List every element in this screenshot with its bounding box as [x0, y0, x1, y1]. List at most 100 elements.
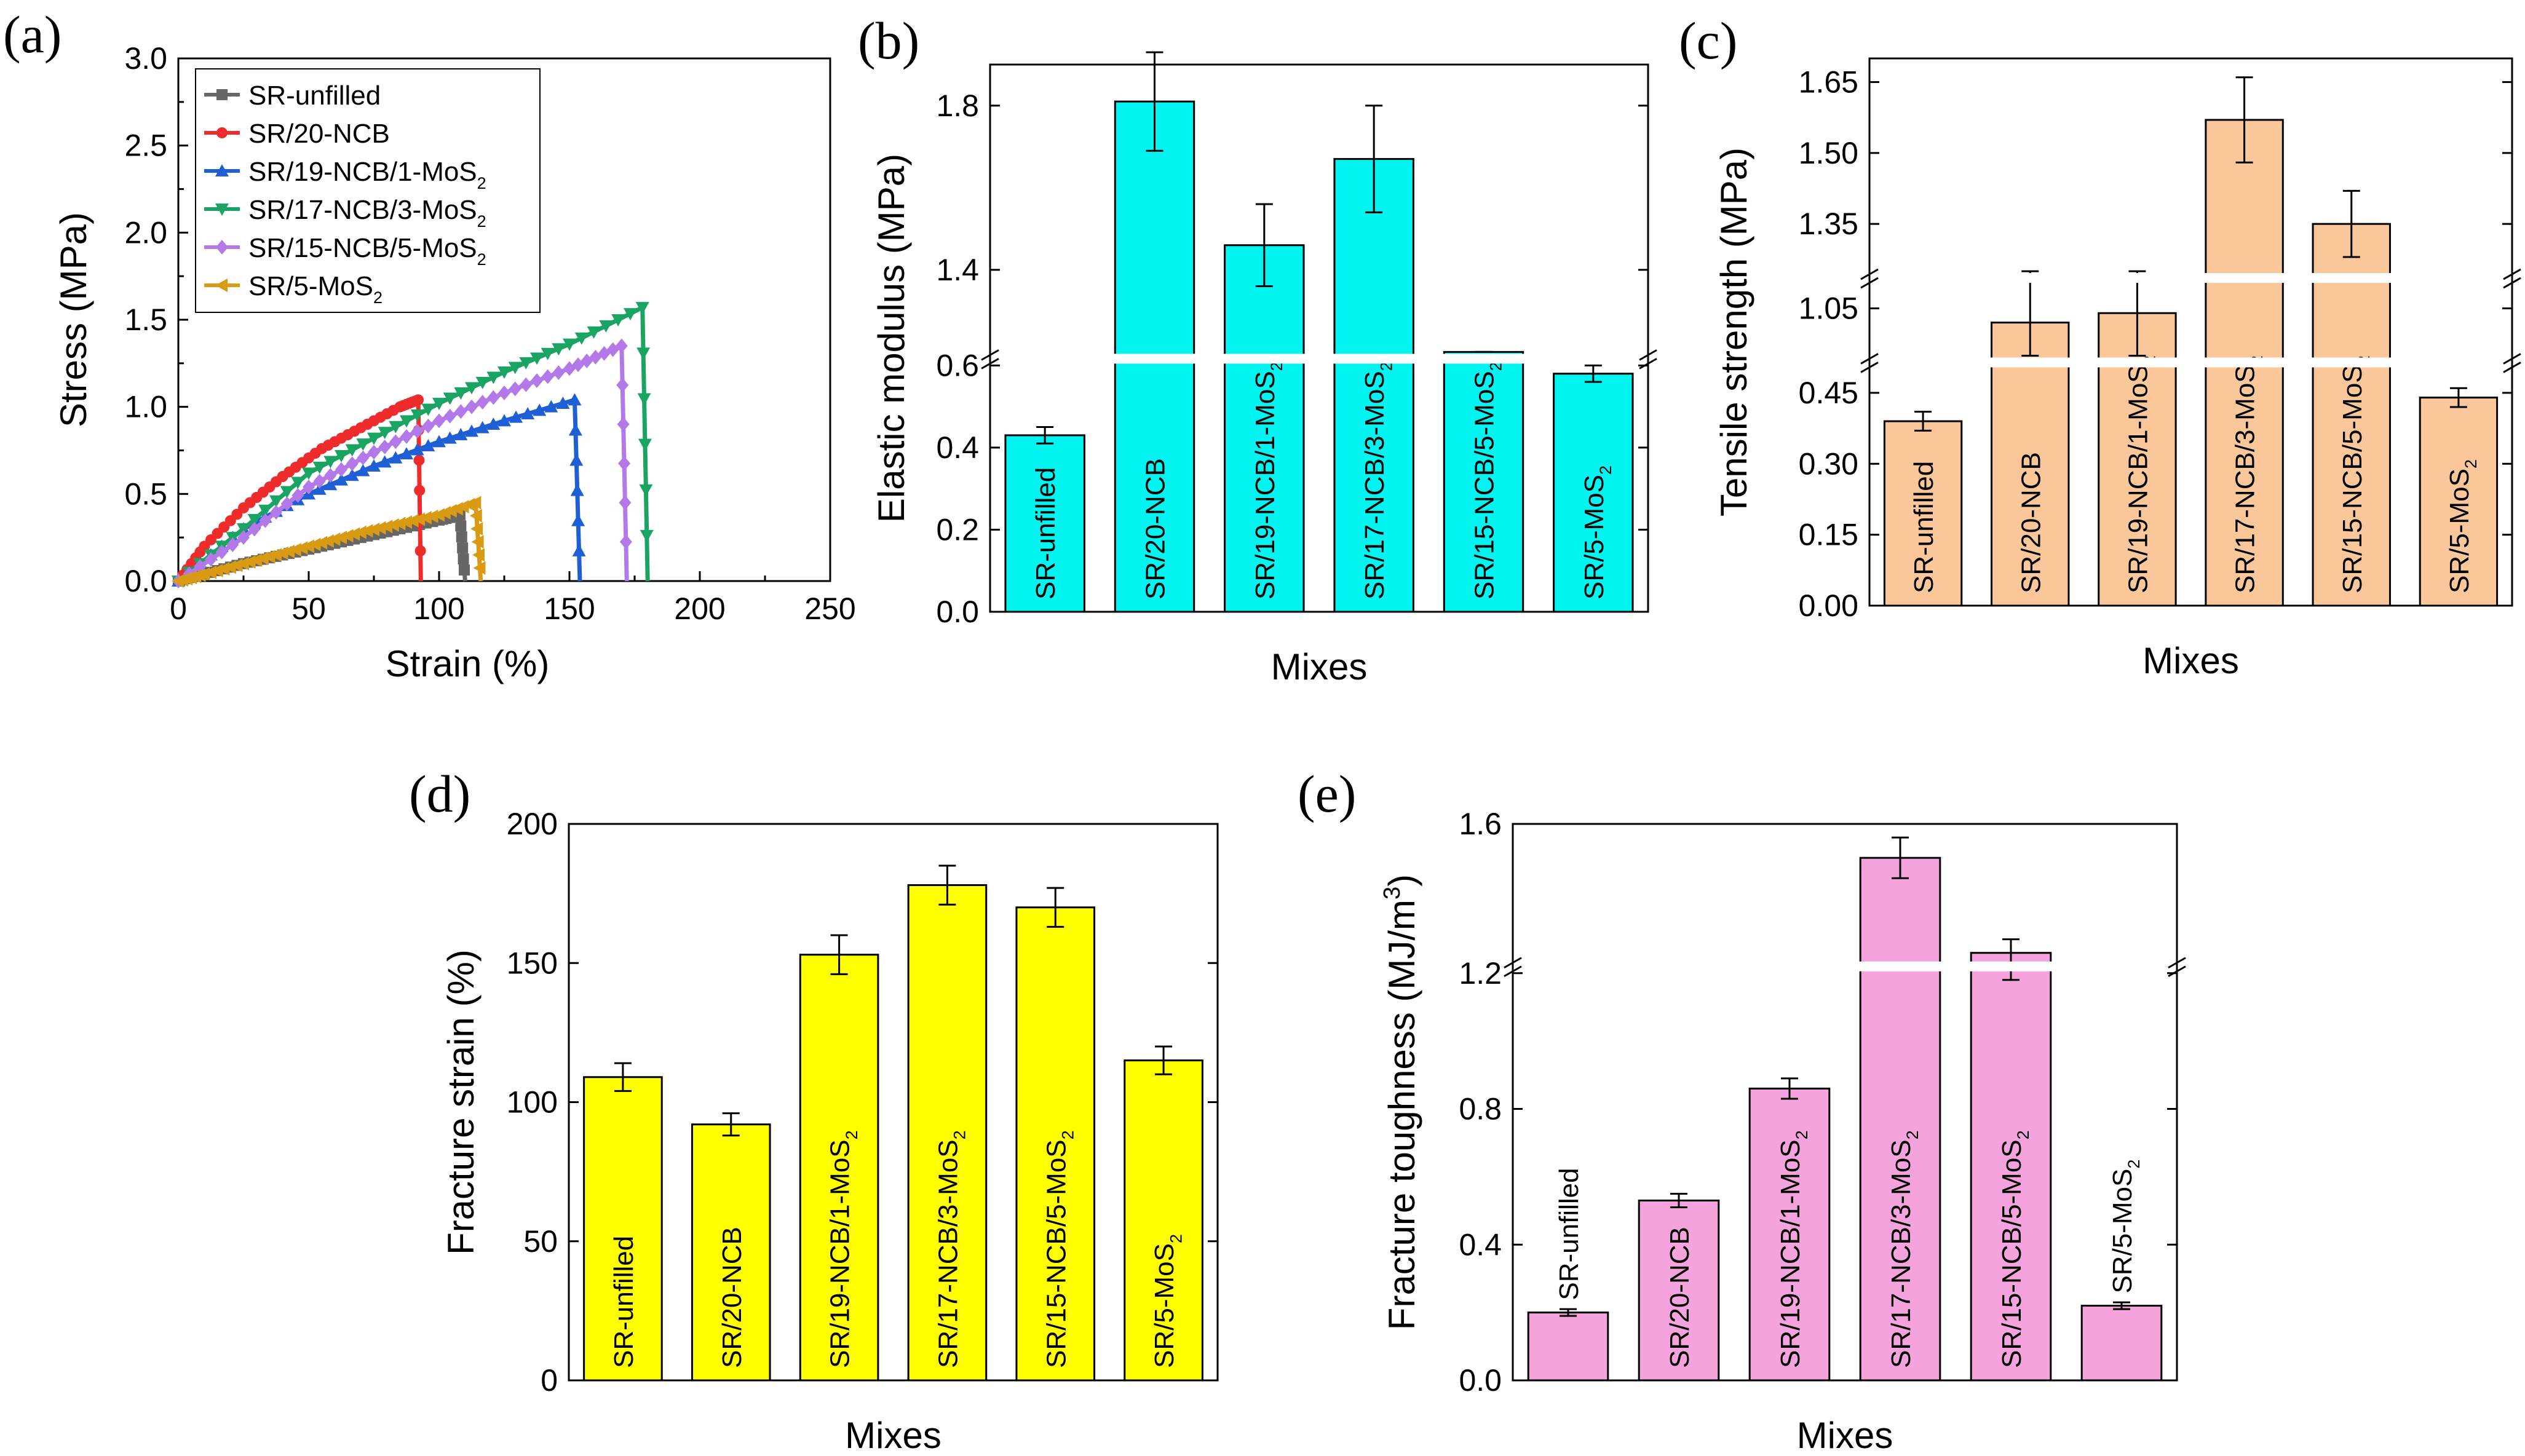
- panel-a-data-point: [476, 395, 489, 410]
- panel-e-ytick-label: 1.2: [1459, 956, 1502, 991]
- panel-e-category-label-text: SR/15-NCB/5-MoS: [1997, 1139, 2027, 1368]
- panel-e-bar: [2080, 1305, 2163, 1382]
- panel-d-ytick-label: 100: [507, 1085, 558, 1120]
- panel-e-bar: [1748, 1087, 1831, 1382]
- panel-e-ytick-label: 1.6: [1459, 807, 1502, 841]
- panel-c-ylabel: Tensile strength (MPa): [1713, 148, 1754, 516]
- panel-d-category-label: SR/5-MoS2: [1149, 1234, 1185, 1368]
- panel-a-data-point: [443, 392, 457, 405]
- panel-e-bar: [1527, 1312, 1609, 1382]
- panel-c-category-label: SR/19-NCB/1-MoS2: [2123, 355, 2158, 593]
- panel-c-category-label: SR/5-MoS2: [2444, 459, 2480, 593]
- panel-a-data-point: [291, 477, 305, 489]
- panel-a-data-point: [345, 469, 359, 481]
- panel-a-data-point: [611, 314, 625, 326]
- panel-d-category-label: SR/15-NCB/5-MoS2: [1041, 1130, 1077, 1368]
- panel-a-legend-entry-text: SR/20-NCB: [248, 119, 390, 149]
- panel-a-data-point: [256, 552, 269, 566]
- panel-e-ytick-label: 0.8: [1459, 1092, 1502, 1126]
- panel-a-data-point: [454, 404, 467, 419]
- panel-a-data-point: [569, 453, 584, 466]
- panel-a-data-point: [619, 534, 632, 550]
- panel-a-data-point: [457, 542, 469, 554]
- panel-a-data-point: [617, 417, 630, 432]
- panel-b-category-label: SR/19-NCB/1-MoS2: [1250, 362, 1286, 599]
- panel-b-axis-break: [992, 354, 1646, 364]
- panel-a-data-point: [237, 556, 249, 571]
- panel-a-data-point: [615, 338, 628, 354]
- panel-a-data-point: [509, 410, 523, 423]
- panel-a-xtick-label: 0: [170, 592, 187, 626]
- panel-a-legend: [195, 68, 541, 313]
- panel-b-category-label-text: SR/19-NCB/1-MoS: [1250, 371, 1280, 599]
- panel-a-data-point: [315, 536, 328, 550]
- panel-d-ylabel: Fracture strain (%): [440, 949, 482, 1255]
- panel-a-data-point: [380, 520, 393, 534]
- panel-a-ytick-label: 1.0: [124, 390, 167, 424]
- panel-d-category-label-text: SR/20-NCB: [717, 1227, 747, 1368]
- panel-c-category-label-text: SR-unfilled: [1909, 461, 1939, 593]
- panel-a-data-point: [258, 504, 272, 517]
- panel-a-data-point: [458, 564, 470, 576]
- panel-e-ytick-label: 0.0: [1459, 1363, 1502, 1398]
- panel-a-xtick-label: 200: [674, 592, 725, 626]
- panel-b-ylabel: Elastic modulus (MPa): [871, 154, 912, 523]
- panel-a-data-point: [400, 447, 413, 460]
- panel-e-category-label-text: SR/17-NCB/3-MoS: [1886, 1139, 1916, 1368]
- panel-a-data-point: [335, 531, 347, 545]
- panel-b-category-label-text: SR/20-NCB: [1141, 458, 1171, 599]
- panel-e-ytick-label: 0.4: [1459, 1227, 1502, 1262]
- panel-a-data-point: [389, 451, 403, 464]
- panel-e-break-mark: [1504, 965, 1522, 978]
- panel-c-category-label-text: SR/5-MoS: [2444, 469, 2475, 593]
- panel-a-data-point: [570, 483, 584, 496]
- panel-a-data-point: [456, 531, 467, 543]
- panel-a-data-point: [552, 365, 565, 380]
- panel-a-xtick-label: 250: [804, 592, 855, 626]
- panel-a-data-point: [639, 484, 653, 497]
- panel-d-category-label: SR/19-NCB/1-MoS2: [825, 1130, 861, 1368]
- panel-d: (d) 0 50 100 150 200 SR-unfilled SR/20-NCB SR/19…: [409, 764, 1219, 1456]
- panel-a-data-point: [636, 347, 651, 360]
- panel-d-bar: [691, 1123, 771, 1382]
- panel-a-data-point: [321, 534, 334, 548]
- panel-a-data-point: [475, 421, 490, 433]
- panel-d-category-label-text: SR/15-NCB/5-MoS: [1041, 1139, 1071, 1368]
- panel-b-break-mark: [981, 358, 999, 370]
- panel-a-data-point: [414, 545, 426, 556]
- panel-d-axes: [568, 823, 1219, 1382]
- panel-a-data-point: [469, 508, 482, 523]
- panel-d-xlabel: Mixes: [845, 1415, 941, 1456]
- panel-a-data-point: [378, 455, 392, 468]
- panel-a-data-point: [288, 543, 301, 556]
- panel-a-data-point: [497, 414, 511, 427]
- panel-a-data-point: [406, 513, 419, 528]
- panel-a-data-point: [223, 560, 236, 574]
- panel-d-ytick-label: 200: [507, 807, 558, 841]
- panel-e-break-mark: [2168, 957, 2186, 969]
- panel-d-category-label-sub: 2: [1058, 1130, 1077, 1139]
- panel-d-ytick-label: 0: [541, 1363, 558, 1398]
- panel-a-data-point: [226, 537, 239, 552]
- panel-a-legend-entry: SR/5-MoS2: [248, 271, 383, 307]
- panel-a-data-point: [269, 548, 282, 562]
- panel-c-category-label: SR-unfilled: [1909, 461, 1939, 593]
- panel-a-data-point: [541, 347, 555, 360]
- panel-d-category-label: SR/20-NCB: [717, 1227, 747, 1368]
- panel-c-break-mark: [1860, 268, 1879, 280]
- panel-a-data-point: [345, 444, 359, 457]
- panel-e-category-label: SR/17-NCB/3-MoS2: [1886, 1130, 1922, 1368]
- panel-a-data-point: [486, 417, 501, 430]
- panel-b-xlabel: Mixes: [1271, 646, 1368, 687]
- panel-a-legend-marker: [215, 204, 229, 216]
- panel-a-data-point: [357, 450, 370, 465]
- panel-a-data-point: [400, 415, 413, 428]
- panel-a-data-point: [563, 338, 576, 351]
- panel-d-bar: [907, 884, 988, 1382]
- panel-a-data-point: [389, 434, 402, 449]
- panel-b-category-label: SR/15-NCB/5-MoS2: [1470, 362, 1505, 599]
- panel-a-data-point: [618, 456, 631, 471]
- panel-a-data-point: [335, 450, 348, 462]
- panel-a-data-point: [280, 486, 294, 499]
- panel-a-data-point: [400, 429, 413, 444]
